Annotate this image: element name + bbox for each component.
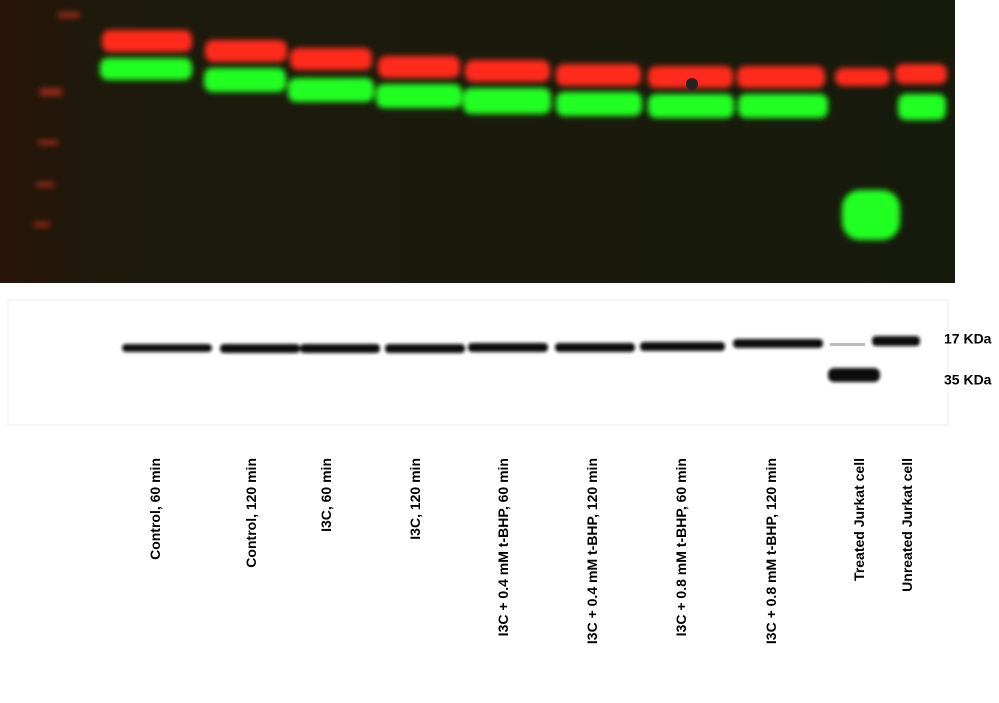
lane-label: I3C, 60 min: [318, 458, 334, 532]
lane-label: I3C + 0.8 mM t-BHP, 60 min: [673, 458, 689, 636]
lane-label: I3C + 0.4 mM t-BHP, 120 min: [584, 458, 600, 644]
lane-label: I3C, 120 min: [407, 458, 423, 540]
lane-label: Control, 120 min: [243, 458, 259, 568]
fluorescent-blot: [0, 0, 955, 283]
lane-label: Treated Jurkat cell: [851, 458, 867, 581]
marker-label: 17 KDa: [944, 331, 992, 347]
lane-label: Unreated Jurkat cell: [899, 458, 915, 592]
lane-label: I3C + 0.8 mM t-BHP, 120 min: [763, 458, 779, 644]
lane-label: Control, 60 min: [147, 458, 163, 560]
lane-label: I3C + 0.4 mM t-BHP, 60 min: [495, 458, 511, 636]
marker-label: 35 KDa: [944, 372, 992, 388]
chemiluminescent-blot: [7, 299, 949, 426]
